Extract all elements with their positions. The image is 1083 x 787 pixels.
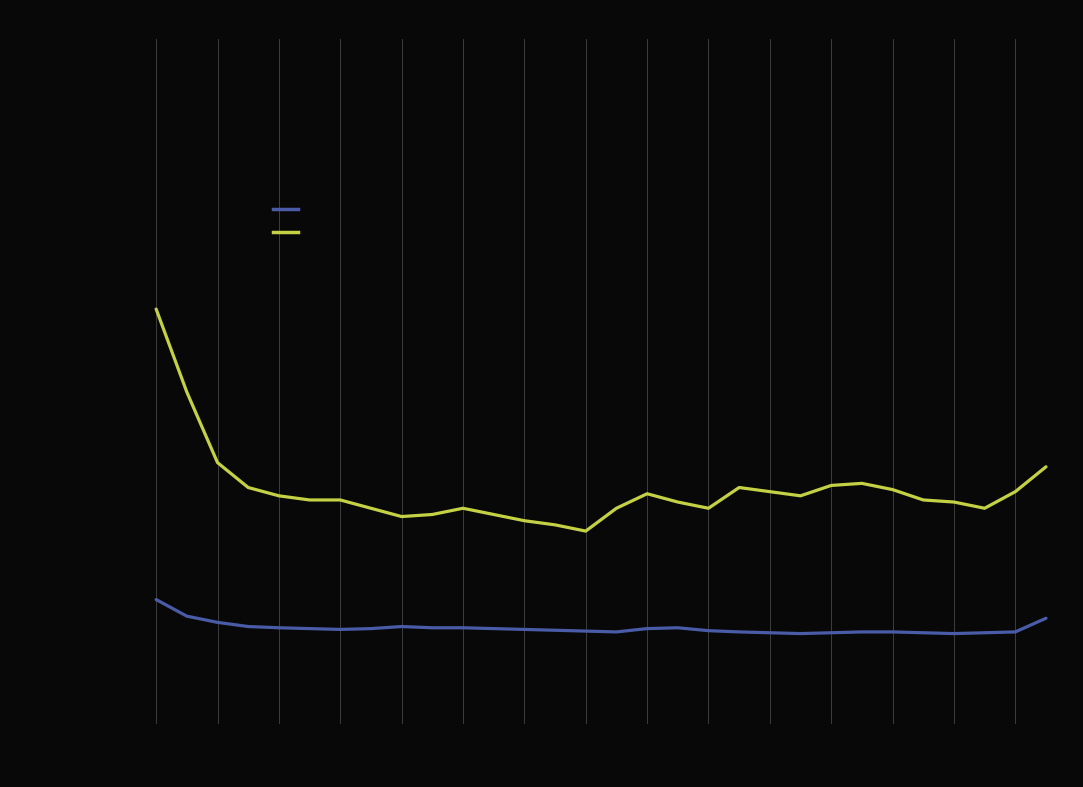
- Legend: , : ,: [268, 197, 311, 246]
